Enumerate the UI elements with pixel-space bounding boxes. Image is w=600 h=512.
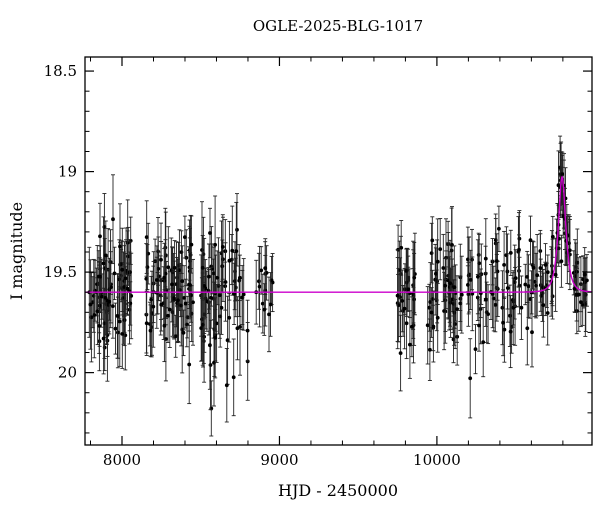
x-axis-label: HJD - 2450000 xyxy=(278,481,398,500)
chart-title: OGLE-2025-BLG-1017 xyxy=(253,17,423,35)
axis-tick-labels: 8000 9000 10000 18.5 19 19.5 20 xyxy=(44,62,461,469)
data-points-layer xyxy=(87,135,589,437)
svg-text:19: 19 xyxy=(58,163,77,181)
y-axis-label: I magnitude xyxy=(7,202,26,300)
axes-frame xyxy=(84,56,593,446)
svg-text:9000: 9000 xyxy=(260,451,298,469)
svg-text:18.5: 18.5 xyxy=(44,62,77,80)
model-curve-layer xyxy=(85,175,592,293)
axis-ticks xyxy=(85,57,592,445)
svg-text:10000: 10000 xyxy=(413,451,461,469)
svg-text:20: 20 xyxy=(58,364,77,382)
svg-text:19.5: 19.5 xyxy=(44,263,77,281)
svg-text:8000: 8000 xyxy=(103,451,141,469)
